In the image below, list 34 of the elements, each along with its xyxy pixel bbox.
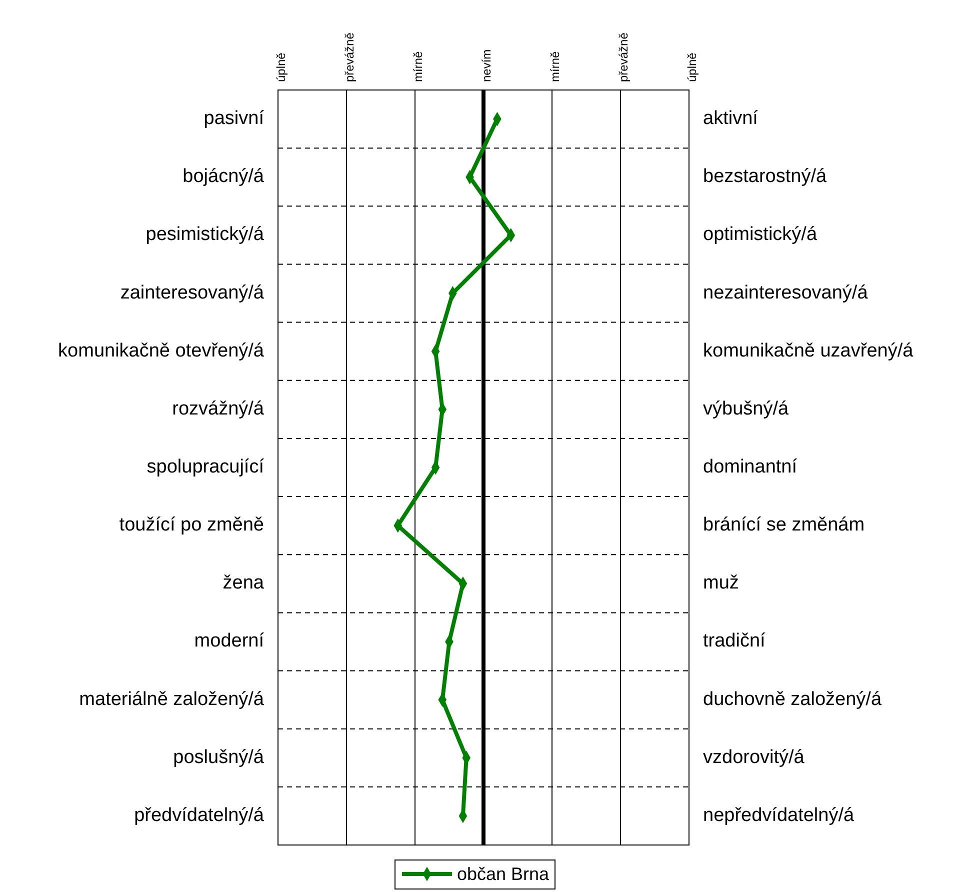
y2-tick-label: vzdorovitý/á bbox=[703, 746, 805, 768]
y2-tick-label: bezstarostný/á bbox=[703, 166, 827, 188]
y2-tick-label: dominantní bbox=[703, 456, 798, 478]
y2-tick-label: tradiční bbox=[703, 630, 766, 652]
y-tick-label: žena bbox=[222, 572, 264, 594]
text: převážně bbox=[616, 32, 631, 82]
text: úplně bbox=[274, 52, 288, 82]
text: mírně bbox=[411, 51, 426, 82]
legend-label: občan Brna bbox=[457, 864, 550, 884]
y-tick-label: pasivní bbox=[204, 108, 265, 130]
y-tick-label: spolupracující bbox=[146, 456, 265, 478]
text: úplně bbox=[685, 52, 700, 82]
y2-tick-label: komunikačně uzavřený/á bbox=[703, 340, 914, 362]
y2-tick-label: bránící se změnám bbox=[703, 514, 865, 536]
y2-tick-label: optimistický/á bbox=[703, 224, 818, 246]
y-tick-label: bojácný/á bbox=[182, 166, 264, 188]
text: nevím bbox=[480, 49, 494, 82]
y-tick-label: materiálně založený/á bbox=[79, 688, 264, 710]
y-tick-label: komunikačně otevřený/á bbox=[58, 340, 264, 362]
y-tick-label: zainteresovaný/á bbox=[120, 282, 264, 304]
y-tick-label: rozvážný/á bbox=[172, 398, 264, 420]
y2-tick-label: muž bbox=[703, 572, 739, 594]
text: mírně bbox=[548, 51, 562, 82]
y-tick-label: toužící po změně bbox=[119, 514, 264, 536]
y2-tick-label: duchovně založený/á bbox=[703, 688, 882, 710]
y-tick-label: pesimistický/á bbox=[146, 224, 264, 246]
text: převážně bbox=[342, 32, 357, 82]
y2-tick-label: nepředvídatelný/á bbox=[703, 804, 854, 826]
y-tick-label: moderní bbox=[194, 630, 265, 652]
y2-tick-label: nezainteresovaný/á bbox=[703, 282, 868, 304]
y-tick-label: předvídatelný/á bbox=[134, 804, 264, 826]
y-tick-label: poslušný/á bbox=[173, 746, 264, 768]
y2-tick-label: aktivní bbox=[703, 108, 759, 130]
y2-tick-label: výbušný/á bbox=[703, 398, 789, 420]
